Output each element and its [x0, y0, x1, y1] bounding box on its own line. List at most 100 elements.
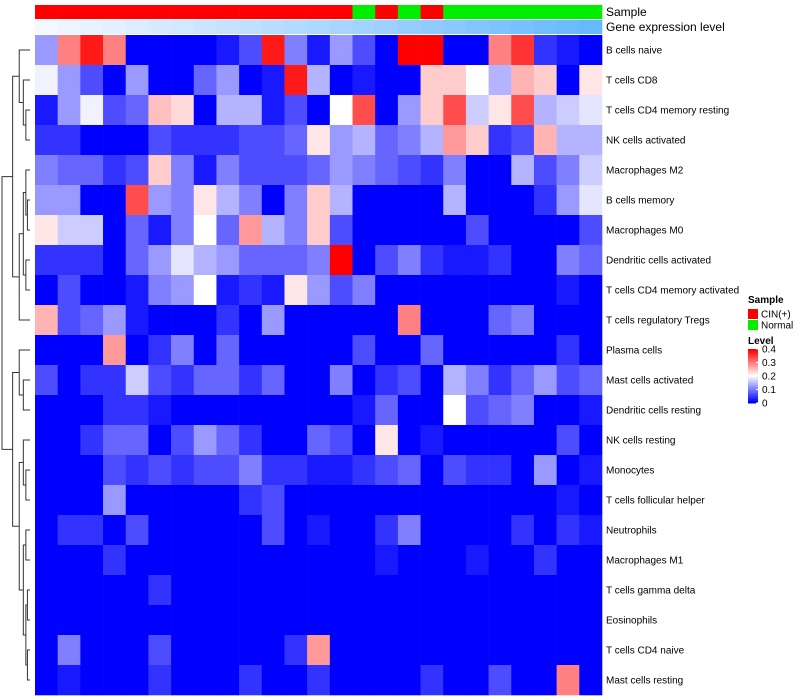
heatmap-cell[interactable] — [216, 545, 240, 576]
heatmap-cell[interactable] — [261, 425, 285, 456]
heatmap-cell[interactable] — [193, 545, 217, 576]
heatmap-cell[interactable] — [57, 635, 81, 666]
heatmap-cell[interactable] — [329, 545, 353, 576]
heatmap-cell[interactable] — [125, 545, 149, 576]
heatmap-cell[interactable] — [329, 365, 353, 396]
heatmap-cell[interactable] — [193, 35, 217, 66]
heatmap-cell[interactable] — [35, 155, 58, 186]
heatmap-cell[interactable] — [171, 275, 195, 306]
heatmap-cell[interactable] — [488, 215, 512, 246]
heatmap-cell[interactable] — [171, 365, 195, 396]
heatmap-cell[interactable] — [261, 545, 285, 576]
heatmap-cell[interactable] — [465, 275, 489, 306]
heatmap-cell[interactable] — [171, 245, 195, 276]
heatmap-cell[interactable] — [465, 65, 489, 96]
heatmap-cell[interactable] — [420, 245, 444, 276]
heatmap-cell[interactable] — [125, 665, 149, 696]
heatmap-cell[interactable] — [511, 665, 535, 696]
heatmap-cell[interactable] — [375, 245, 399, 276]
heatmap-cell[interactable] — [307, 305, 331, 336]
heatmap-cell[interactable] — [261, 155, 285, 186]
heatmap-cell[interactable] — [57, 575, 81, 606]
heatmap-cell[interactable] — [329, 575, 353, 606]
heatmap-cell[interactable] — [352, 545, 376, 576]
heatmap-cell[interactable] — [375, 605, 399, 636]
heatmap-cell[interactable] — [511, 215, 535, 246]
heatmap-cell[interactable] — [579, 545, 603, 576]
heatmap-cell[interactable] — [57, 515, 81, 546]
heatmap-cell[interactable] — [375, 665, 399, 696]
heatmap-cell[interactable] — [216, 365, 240, 396]
heatmap-cell[interactable] — [533, 635, 557, 666]
heatmap-cell[interactable] — [103, 635, 127, 666]
heatmap-cell[interactable] — [556, 155, 580, 186]
heatmap-cell[interactable] — [307, 395, 331, 426]
heatmap-cell[interactable] — [420, 635, 444, 666]
heatmap-cell[interactable] — [148, 185, 172, 216]
heatmap-cell[interactable] — [511, 125, 535, 156]
heatmap-cell[interactable] — [352, 65, 376, 96]
heatmap-cell[interactable] — [488, 605, 512, 636]
heatmap-cell[interactable] — [148, 275, 172, 306]
heatmap-cell[interactable] — [148, 545, 172, 576]
heatmap-cell[interactable] — [125, 335, 149, 366]
heatmap-cell[interactable] — [556, 215, 580, 246]
heatmap-cell[interactable] — [397, 215, 421, 246]
heatmap-cell[interactable] — [35, 35, 58, 66]
heatmap-cell[interactable] — [397, 515, 421, 546]
heatmap-cell[interactable] — [579, 95, 603, 126]
heatmap-cell[interactable] — [465, 215, 489, 246]
heatmap-cell[interactable] — [511, 305, 535, 336]
heatmap-cell[interactable] — [216, 515, 240, 546]
heatmap-cell[interactable] — [443, 365, 467, 396]
heatmap-cell[interactable] — [420, 305, 444, 336]
heatmap-cell[interactable] — [125, 65, 149, 96]
heatmap-cell[interactable] — [80, 605, 104, 636]
heatmap-cell[interactable] — [329, 425, 353, 456]
heatmap-cell[interactable] — [397, 605, 421, 636]
heatmap-cell[interactable] — [171, 125, 195, 156]
heatmap-cell[interactable] — [533, 65, 557, 96]
heatmap-cell[interactable] — [80, 485, 104, 516]
heatmap-cell[interactable] — [397, 305, 421, 336]
heatmap-cell[interactable] — [579, 425, 603, 456]
heatmap-cell[interactable] — [375, 305, 399, 336]
heatmap-cell[interactable] — [465, 425, 489, 456]
heatmap-cell[interactable] — [420, 545, 444, 576]
heatmap-cell[interactable] — [511, 635, 535, 666]
heatmap-cell[interactable] — [284, 305, 308, 336]
heatmap-cell[interactable] — [125, 575, 149, 606]
heatmap-cell[interactable] — [57, 155, 81, 186]
heatmap-cell[interactable] — [579, 455, 603, 486]
heatmap-cell[interactable] — [375, 575, 399, 606]
heatmap-cell[interactable] — [352, 515, 376, 546]
heatmap-cell[interactable] — [511, 545, 535, 576]
heatmap-cell[interactable] — [397, 455, 421, 486]
heatmap-cell[interactable] — [488, 635, 512, 666]
heatmap-cell[interactable] — [57, 125, 81, 156]
heatmap-cell[interactable] — [103, 245, 127, 276]
heatmap-cell[interactable] — [375, 35, 399, 66]
heatmap-cell[interactable] — [193, 395, 217, 426]
heatmap-cell[interactable] — [443, 635, 467, 666]
heatmap-cell[interactable] — [216, 185, 240, 216]
heatmap-cell[interactable] — [443, 125, 467, 156]
heatmap-cell[interactable] — [261, 35, 285, 66]
heatmap-cell[interactable] — [239, 335, 263, 366]
heatmap-cell[interactable] — [579, 335, 603, 366]
heatmap-cell[interactable] — [80, 395, 104, 426]
heatmap-cell[interactable] — [420, 485, 444, 516]
heatmap-cell[interactable] — [103, 605, 127, 636]
heatmap-cell[interactable] — [307, 515, 331, 546]
heatmap-cell[interactable] — [307, 65, 331, 96]
heatmap-cell[interactable] — [465, 665, 489, 696]
heatmap-cell[interactable] — [148, 95, 172, 126]
heatmap-cell[interactable] — [397, 65, 421, 96]
heatmap-cell[interactable] — [465, 95, 489, 126]
heatmap-cell[interactable] — [511, 95, 535, 126]
heatmap-cell[interactable] — [148, 305, 172, 336]
heatmap-cell[interactable] — [125, 185, 149, 216]
heatmap-cell[interactable] — [488, 425, 512, 456]
heatmap-cell[interactable] — [443, 35, 467, 66]
heatmap-cell[interactable] — [216, 425, 240, 456]
